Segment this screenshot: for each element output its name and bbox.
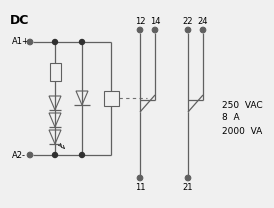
Circle shape bbox=[27, 39, 33, 45]
Text: A2-: A2- bbox=[12, 151, 26, 160]
Bar bbox=[50, 63, 61, 81]
Text: 8  A: 8 A bbox=[222, 114, 240, 123]
Text: 2000  VA: 2000 VA bbox=[222, 126, 262, 135]
Text: 12: 12 bbox=[135, 16, 145, 26]
Circle shape bbox=[200, 27, 206, 33]
Circle shape bbox=[185, 27, 191, 33]
Text: 21: 21 bbox=[183, 183, 193, 192]
Circle shape bbox=[53, 40, 58, 45]
Text: A1+: A1+ bbox=[12, 37, 30, 47]
Text: 250  VAC: 250 VAC bbox=[222, 100, 262, 109]
Circle shape bbox=[79, 40, 84, 45]
Text: 14: 14 bbox=[150, 16, 160, 26]
Circle shape bbox=[53, 152, 58, 157]
Circle shape bbox=[137, 27, 143, 33]
Text: DC: DC bbox=[10, 14, 29, 27]
Circle shape bbox=[137, 175, 143, 181]
Circle shape bbox=[27, 152, 33, 158]
Text: 24: 24 bbox=[198, 16, 208, 26]
Text: 22: 22 bbox=[183, 16, 193, 26]
Text: 11: 11 bbox=[135, 183, 145, 192]
Circle shape bbox=[152, 27, 158, 33]
Circle shape bbox=[79, 152, 84, 157]
Bar bbox=[104, 90, 118, 105]
Circle shape bbox=[185, 175, 191, 181]
